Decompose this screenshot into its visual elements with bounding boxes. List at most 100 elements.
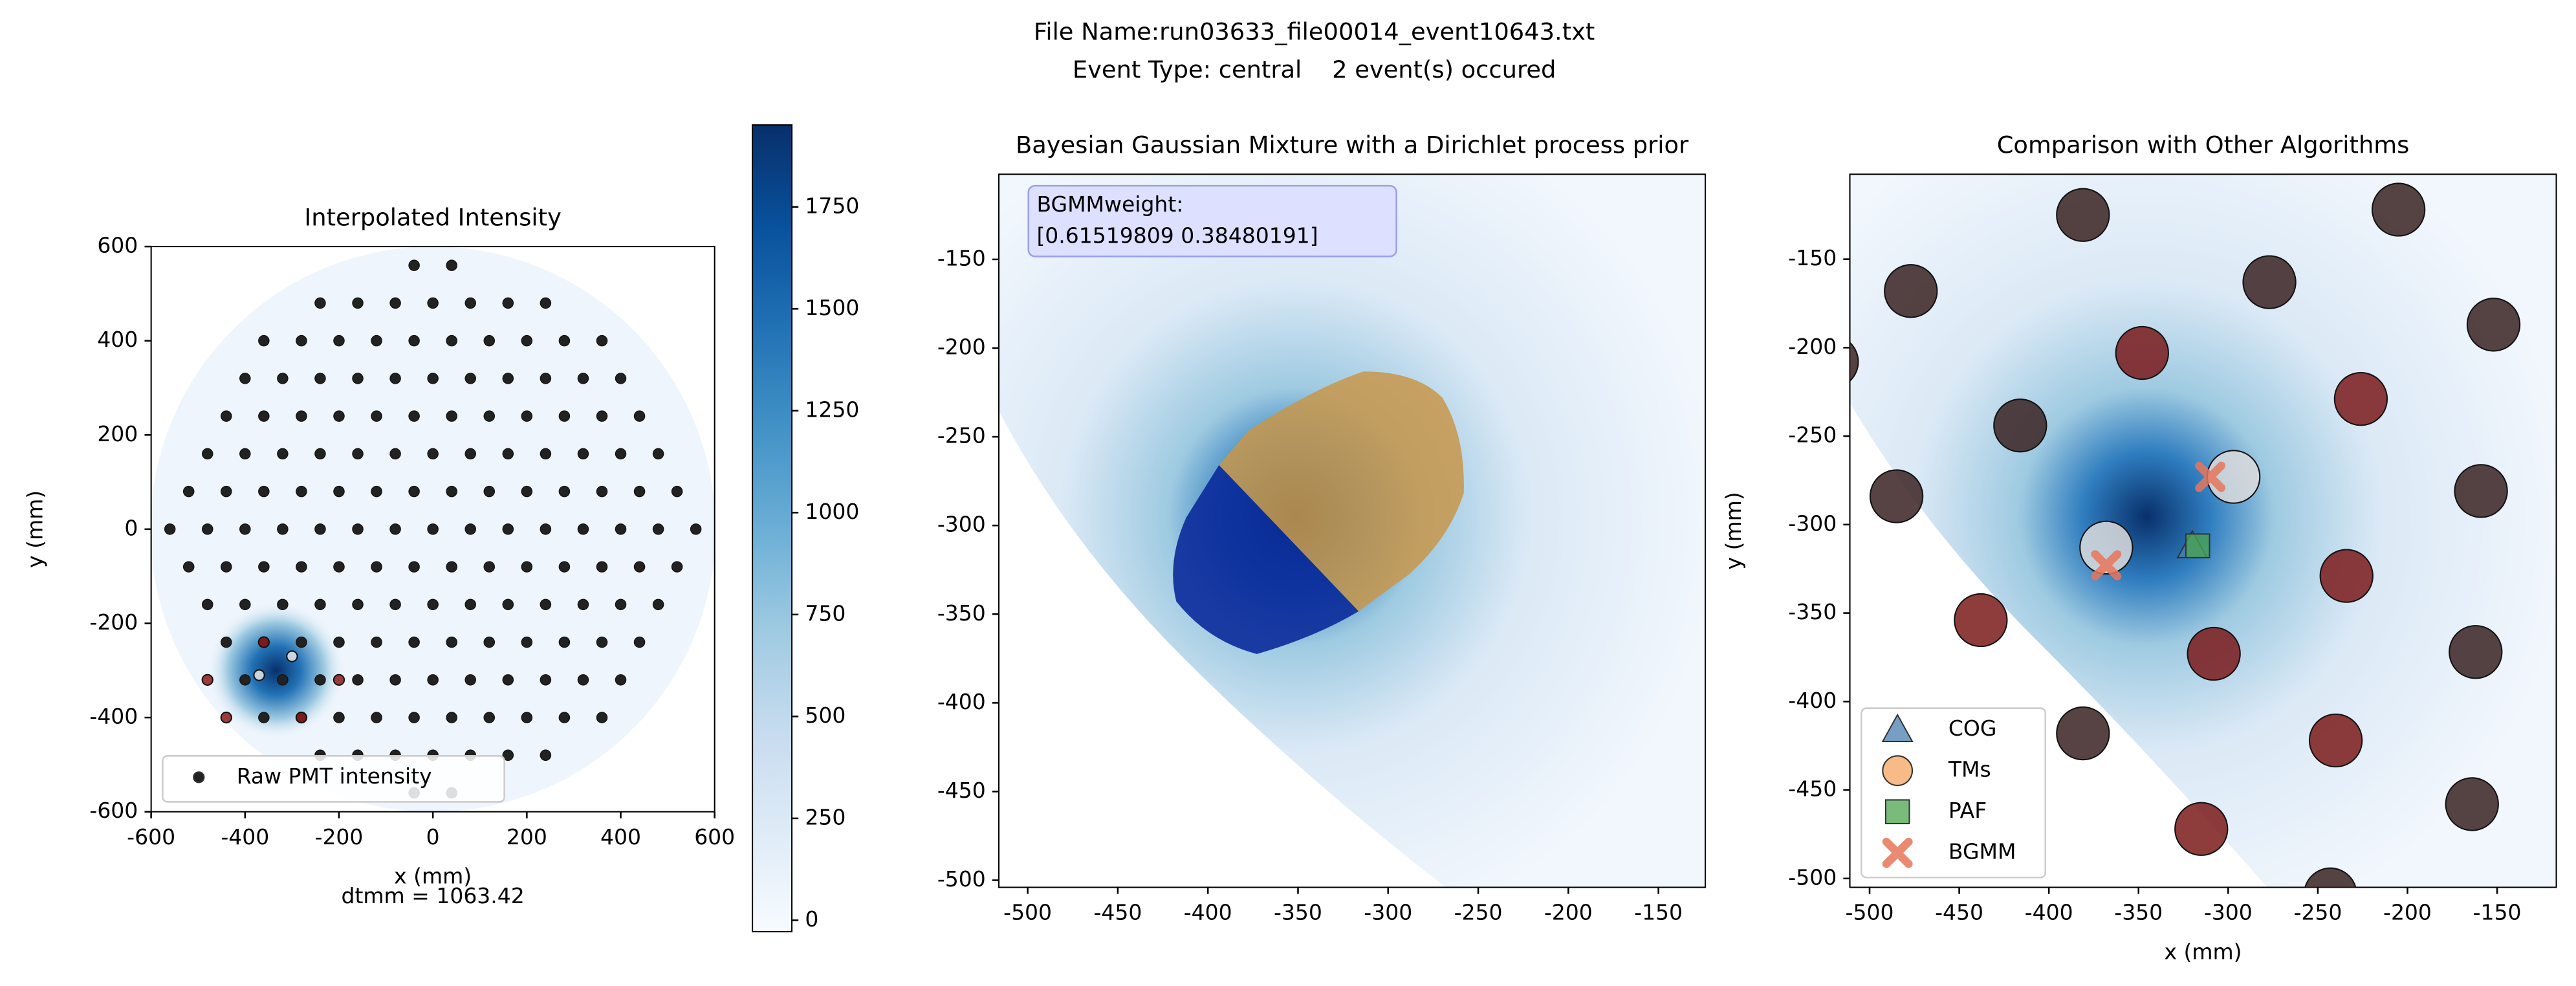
intensity-hotspot xyxy=(206,601,345,740)
pmt-point xyxy=(521,561,533,573)
pmt-point xyxy=(277,448,289,460)
pmt-point xyxy=(577,448,589,460)
y-tick-label: -500 xyxy=(937,866,986,892)
pmt-point xyxy=(314,523,326,535)
pmt-point xyxy=(408,712,420,723)
marker-circle xyxy=(1882,755,1914,787)
x-tick-label: 200 xyxy=(507,824,547,849)
pmt-point xyxy=(446,334,457,347)
pmt-point xyxy=(408,410,420,422)
colorbar-tick-label: 500 xyxy=(805,703,846,728)
pmt-point xyxy=(333,485,345,498)
pmt-point xyxy=(633,410,646,422)
pmt-point xyxy=(258,485,270,498)
pmt-point xyxy=(277,523,289,535)
legend-label: BGMM xyxy=(1948,839,2016,864)
pmt-point xyxy=(596,485,608,498)
pmt-point xyxy=(2454,464,2508,518)
y-axis-label: y (mm) xyxy=(1721,492,1746,569)
x-tick-label: -450 xyxy=(1093,900,1142,925)
y-tick-label: 600 xyxy=(97,233,138,258)
axes-title: Interpolated Intensity xyxy=(304,203,561,231)
y-tick-label: -200 xyxy=(1788,334,1837,359)
pmt-point xyxy=(257,636,270,648)
pmt-point xyxy=(540,448,552,460)
x-tick-label: -300 xyxy=(1364,900,1412,925)
x-tick-label: -150 xyxy=(2473,900,2522,925)
pmt-point xyxy=(389,297,401,309)
annotation: [0.61519809 0.38480191] xyxy=(1036,223,1318,248)
pmt-point xyxy=(258,410,270,422)
pmt-point xyxy=(239,598,251,611)
pmt-point xyxy=(558,334,571,347)
pmt-point xyxy=(596,334,608,347)
pmt-point xyxy=(446,561,457,573)
pmt-point xyxy=(239,674,251,686)
pmt-point xyxy=(427,598,439,611)
legend-label: Raw PMT intensity xyxy=(237,763,432,789)
pmt-point xyxy=(2056,188,2110,242)
pmt-point xyxy=(521,485,533,498)
pmt-point xyxy=(1884,264,1938,318)
pmt-point xyxy=(371,636,382,648)
pmt-point xyxy=(333,334,345,347)
pmt-point xyxy=(258,561,270,573)
pmt-point xyxy=(690,523,702,535)
pmt-point xyxy=(2333,372,2388,426)
pmt-point xyxy=(540,523,552,535)
y-tick-label: -250 xyxy=(1788,422,1837,448)
pmt-point xyxy=(314,373,326,384)
axes-title: Comparison with Other Algorithms xyxy=(1997,131,2410,159)
points-group xyxy=(1850,182,2521,888)
pmt-point xyxy=(296,410,307,422)
colorbar-tick-label: 1750 xyxy=(805,193,859,218)
pmt-point xyxy=(182,561,195,573)
y-tick-label: 400 xyxy=(97,327,138,352)
pmt-point xyxy=(296,334,307,347)
y-tick-label: -200 xyxy=(937,334,986,360)
y-tick-label: -300 xyxy=(937,512,986,537)
legend-label: PAF xyxy=(1948,798,1987,823)
pmt-point xyxy=(558,636,571,648)
pmt-point xyxy=(201,674,213,686)
colorbar-tick-label: 1500 xyxy=(805,295,859,320)
pmt-point xyxy=(389,598,401,611)
pmt-point xyxy=(502,749,514,761)
x-tick-label: -400 xyxy=(1184,900,1232,925)
pmt-point xyxy=(408,259,420,271)
pmt-point xyxy=(577,674,589,686)
pmt-point xyxy=(615,523,627,535)
pmt-point xyxy=(408,485,420,498)
pmt-point xyxy=(2174,802,2229,856)
pmt-point xyxy=(253,669,265,681)
pmt-point xyxy=(389,373,401,384)
pmt-point xyxy=(1954,593,2008,648)
pmt-point xyxy=(464,297,477,309)
pmt-point xyxy=(464,598,477,611)
pmt-point xyxy=(2115,325,2169,380)
pmt-point xyxy=(596,410,608,422)
pmt-point xyxy=(2304,867,2357,888)
pmt-point xyxy=(182,485,195,498)
x-tick-label: -250 xyxy=(2293,900,2342,925)
pmt-point xyxy=(464,373,477,384)
y-tick-label: -150 xyxy=(1788,245,1837,270)
pmt-point xyxy=(333,636,345,648)
pmt-point xyxy=(540,373,552,384)
pmt-point xyxy=(2187,626,2241,681)
pmt-point xyxy=(314,297,326,309)
pmt-point xyxy=(239,523,251,535)
pmt-point xyxy=(577,373,589,384)
annotation-box xyxy=(1027,184,1397,257)
colorbar-tick-label: 1000 xyxy=(805,499,859,524)
pmt-point xyxy=(314,598,326,611)
pmt-point xyxy=(633,636,646,648)
marker-triangle xyxy=(1881,713,1914,742)
pmt-point xyxy=(427,373,439,384)
pmt-point xyxy=(558,712,571,723)
pmt-point xyxy=(333,674,345,686)
pmt-point xyxy=(446,259,457,271)
y-tick-label: -250 xyxy=(937,423,986,448)
pmt-point xyxy=(201,598,213,611)
pmt-point xyxy=(296,485,307,498)
